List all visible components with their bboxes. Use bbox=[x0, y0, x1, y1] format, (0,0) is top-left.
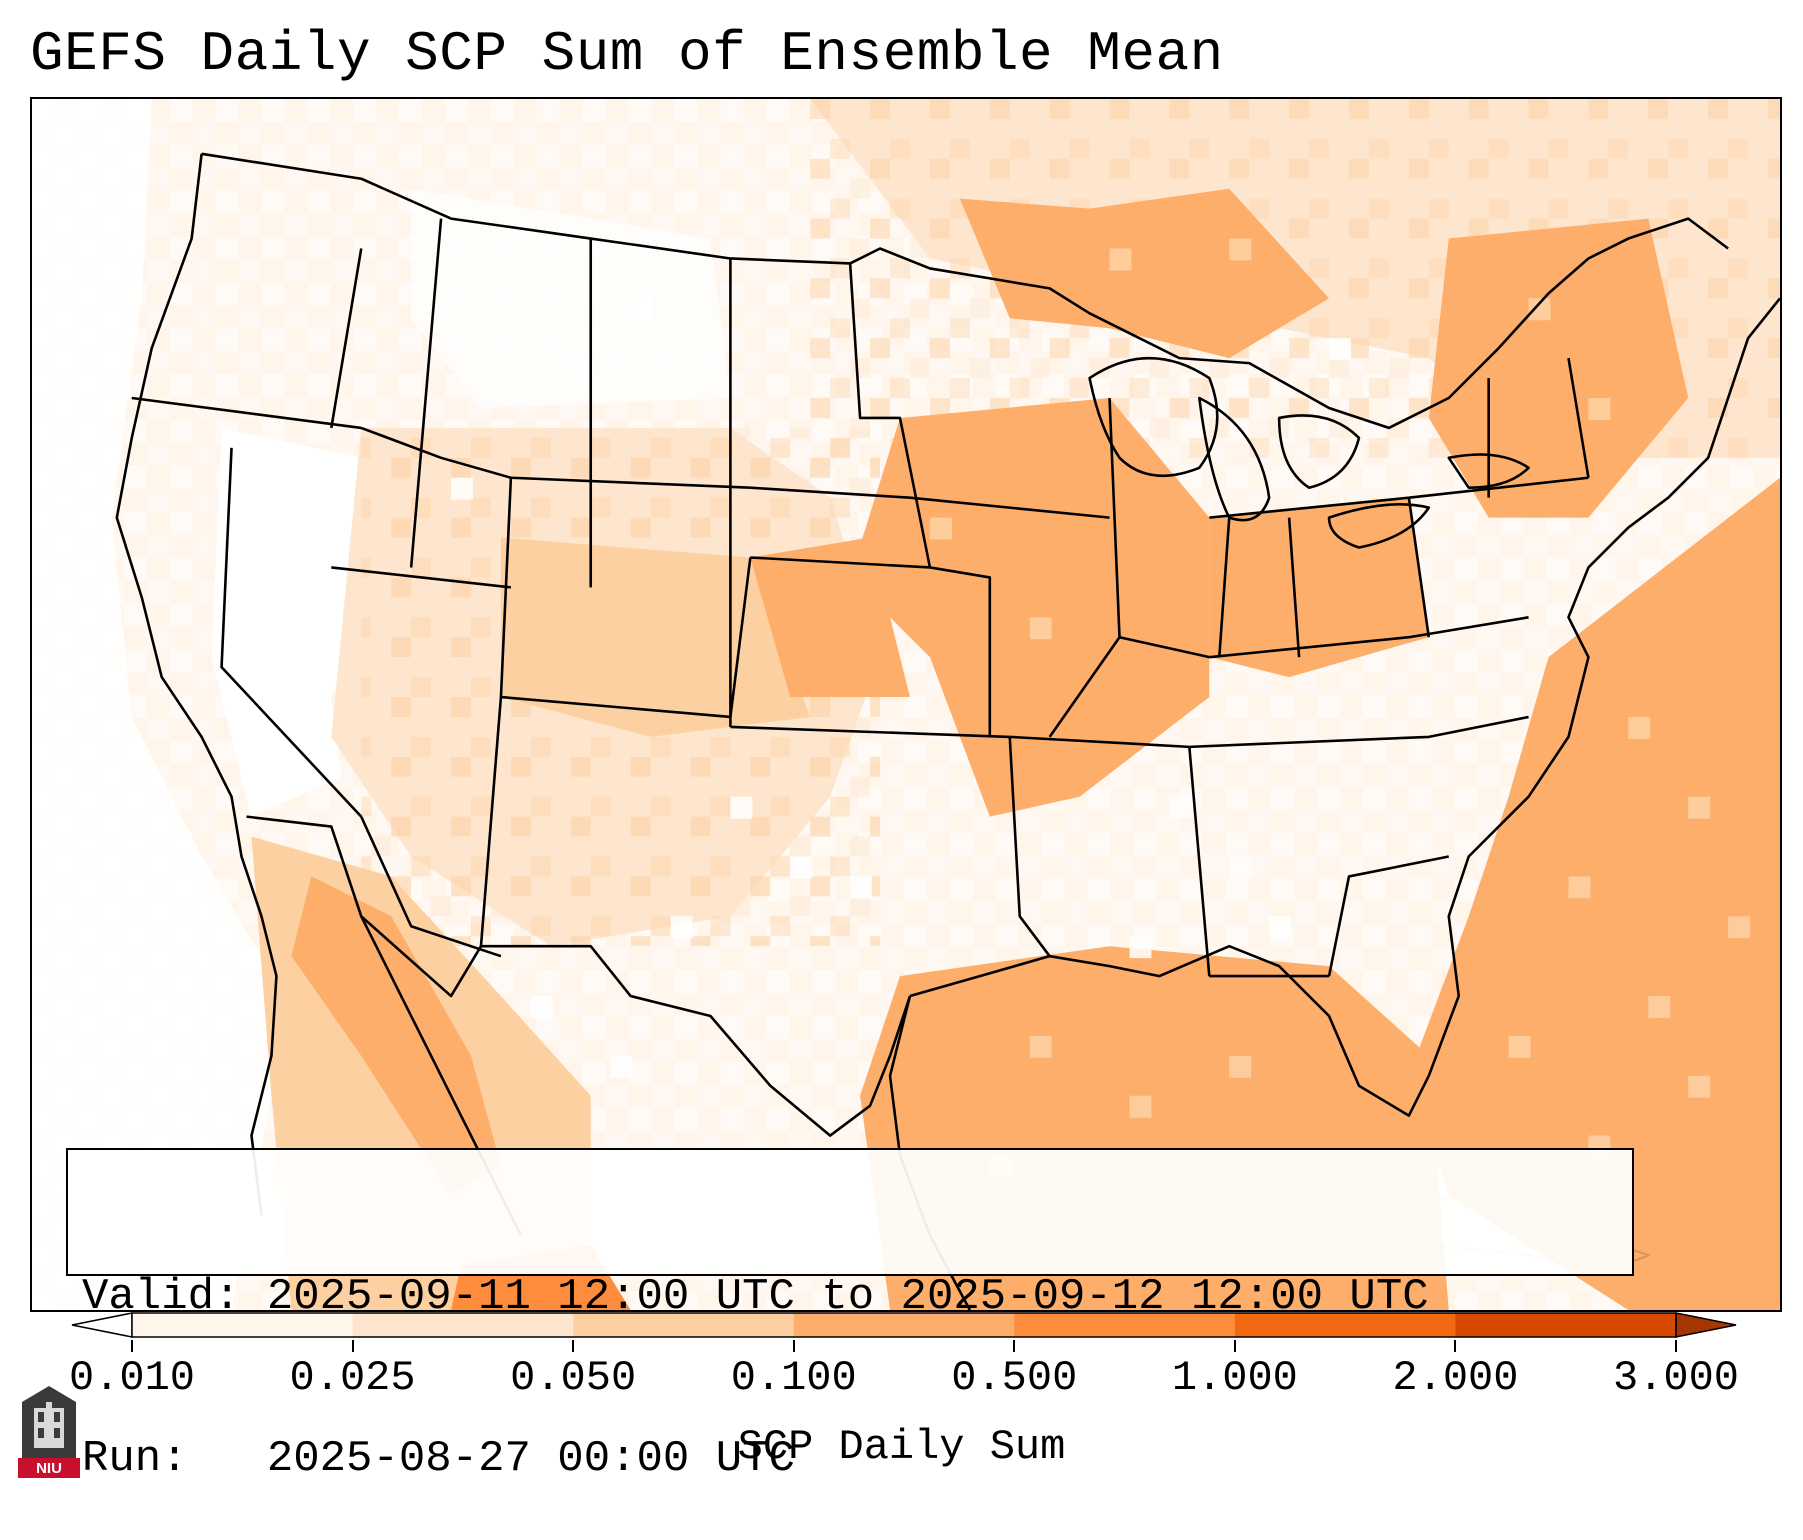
colorbar-tick-mark bbox=[1675, 1340, 1677, 1352]
field-ohio-high bbox=[1209, 497, 1429, 678]
colorbar-tick-label: 0.050 bbox=[510, 1354, 637, 1402]
colorbar-segment bbox=[1014, 1313, 1236, 1337]
colorbar-tick-mark bbox=[1233, 1340, 1236, 1352]
colorbar-tick-label: 0.100 bbox=[730, 1354, 857, 1402]
colorbar-frame bbox=[131, 1312, 1677, 1338]
map-borders bbox=[115, 152, 1780, 1310]
map-panel bbox=[30, 97, 1782, 1312]
colorbar-label: SCP Daily Sum bbox=[737, 1423, 1066, 1471]
colorbar-tick-mark bbox=[572, 1340, 575, 1352]
colorbar-tick-label: 1.000 bbox=[1171, 1354, 1298, 1402]
field-sonora-high bbox=[291, 876, 501, 1196]
field-northeast-high bbox=[1428, 218, 1689, 518]
run-value: 2025-08-27 00:00 UTC bbox=[266, 1434, 795, 1484]
colorbar-tick-mark bbox=[1013, 1340, 1016, 1352]
colorbar-under-arrow bbox=[71, 1312, 133, 1338]
map-title: GEFS Daily SCP Sum of Ensemble Mean bbox=[30, 22, 1224, 86]
field-ontario-high bbox=[959, 188, 1330, 359]
field-west-white bbox=[32, 99, 272, 1310]
field-midwest-high bbox=[850, 398, 1210, 817]
colorbar-tick-mark bbox=[351, 1340, 354, 1352]
colorbar-graphic bbox=[71, 1312, 1737, 1338]
niu-logo: NIU bbox=[18, 1382, 80, 1478]
colorbar-tick-label: 0.010 bbox=[68, 1354, 196, 1402]
colorbar-tick-label: 3.000 bbox=[1612, 1354, 1740, 1402]
field-kansas-high bbox=[750, 537, 910, 698]
run-label: Run: bbox=[82, 1434, 188, 1484]
run-line: Run: 2025-08-27 00:00 UTC bbox=[82, 1432, 1618, 1486]
colorbar-segment bbox=[1234, 1313, 1456, 1337]
colorbar-segment bbox=[793, 1313, 1015, 1337]
colorbar-segment bbox=[573, 1313, 795, 1337]
colorbar-segment bbox=[1455, 1313, 1677, 1337]
colorbar-tick-mark bbox=[1454, 1340, 1457, 1352]
colorbar bbox=[71, 1312, 1737, 1338]
field-montana-white bbox=[411, 188, 731, 408]
field-atlantic-high bbox=[1408, 477, 1780, 1310]
colorbar-ticks: 0.010 0.025 0.050 0.100 0.500 1.000 2.000 3.000 bbox=[0, 1340, 1803, 1402]
colorbar-tick-mark bbox=[131, 1340, 133, 1352]
colorbar-segment bbox=[352, 1313, 574, 1337]
valid-run-info-box: Valid: 2025-09-11 12:00 UTC to 2025-09-1… bbox=[66, 1148, 1634, 1484]
colorbar-segment bbox=[132, 1313, 354, 1337]
colorbar-tick-label: 0.500 bbox=[951, 1354, 1078, 1402]
colorbar-tick-mark bbox=[792, 1340, 795, 1352]
colorbar-tick-label: 2.000 bbox=[1392, 1354, 1519, 1402]
niu-logo-text: NIU bbox=[36, 1460, 62, 1477]
field-nevada-white bbox=[211, 427, 372, 817]
colorbar-tick-label: 0.025 bbox=[289, 1354, 416, 1402]
colorbar-over-arrow bbox=[1675, 1312, 1737, 1338]
scp-map bbox=[32, 99, 1780, 1310]
niu-logo-icon: NIU bbox=[18, 1386, 80, 1478]
